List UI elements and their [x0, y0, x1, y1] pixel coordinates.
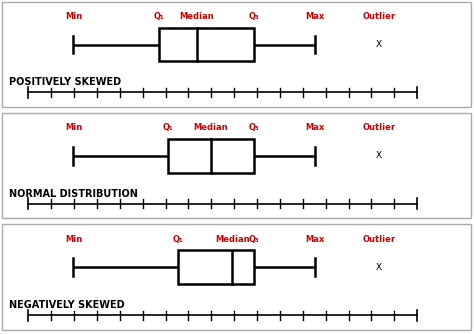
Text: Outlier: Outlier [363, 124, 396, 133]
Text: Q₃: Q₃ [248, 235, 259, 244]
Text: Q₁: Q₁ [163, 124, 173, 133]
Text: Outlier: Outlier [363, 12, 396, 21]
Text: Outlier: Outlier [363, 235, 396, 244]
Text: Median: Median [193, 124, 228, 133]
Bar [178, 250, 254, 284]
Text: X: X [376, 151, 382, 160]
Text: Q₁: Q₁ [154, 12, 164, 21]
Text: Max: Max [306, 12, 325, 21]
Text: Q₁: Q₁ [173, 235, 183, 244]
Text: Min: Min [65, 12, 82, 21]
Text: Q₃: Q₃ [248, 12, 259, 21]
Text: Median: Median [179, 12, 214, 21]
Text: NEGATIVELY SKEWED: NEGATIVELY SKEWED [9, 300, 125, 310]
Text: X: X [376, 40, 382, 49]
Text: Min: Min [65, 235, 82, 244]
Text: X: X [376, 263, 382, 272]
Text: Max: Max [306, 124, 325, 133]
Text: Q₃: Q₃ [248, 124, 259, 133]
Text: Median: Median [215, 235, 250, 244]
Text: NORMAL DISTRIBUTION: NORMAL DISTRIBUTION [9, 189, 138, 199]
Text: POSITIVELY SKEWED: POSITIVELY SKEWED [9, 77, 122, 88]
Text: Min: Min [65, 124, 82, 133]
Text: Max: Max [306, 235, 325, 244]
Bar [168, 139, 254, 173]
Bar [159, 28, 254, 61]
